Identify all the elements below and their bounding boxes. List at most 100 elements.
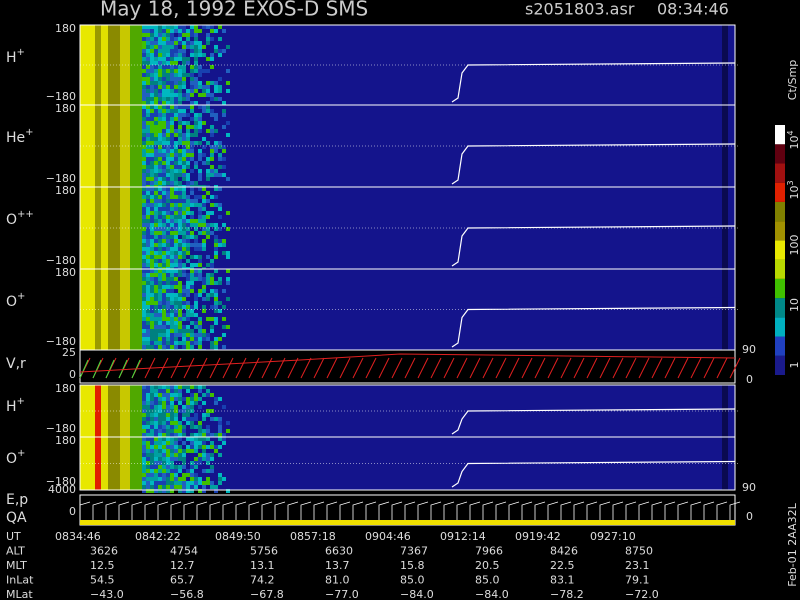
cell (170, 473, 174, 477)
cell (158, 153, 162, 157)
cell: 13.1 (250, 559, 275, 572)
cell (166, 247, 170, 251)
stripe (130, 437, 142, 490)
cell (198, 247, 202, 251)
cell (170, 49, 174, 53)
cell (198, 425, 202, 429)
cell (146, 195, 150, 199)
cell (166, 195, 170, 199)
cell (174, 133, 178, 137)
cell (154, 215, 158, 219)
cell (182, 409, 186, 413)
cell (190, 53, 194, 57)
cell (190, 285, 194, 289)
cell (142, 49, 146, 53)
cell (202, 329, 206, 333)
cell (202, 305, 206, 309)
cell (150, 33, 154, 37)
cell (206, 457, 210, 461)
cell (158, 199, 162, 203)
cell (174, 333, 178, 337)
cell (154, 337, 158, 341)
cell (174, 57, 178, 61)
cell (158, 53, 162, 57)
cell (174, 199, 178, 203)
cell (158, 157, 162, 161)
cell (218, 437, 222, 441)
cell (154, 195, 158, 199)
cell (154, 247, 158, 251)
cell (202, 45, 206, 49)
cell (142, 157, 146, 161)
cell (198, 85, 202, 89)
cell (210, 259, 214, 263)
cell (190, 269, 194, 273)
cell (210, 165, 214, 169)
cell (170, 121, 174, 125)
cell (174, 345, 178, 349)
cell (150, 301, 154, 305)
cell (206, 161, 210, 165)
cell (218, 277, 222, 281)
cell (174, 61, 178, 65)
cell (198, 129, 202, 133)
cell (210, 211, 214, 215)
cell (146, 85, 150, 89)
cell (226, 177, 230, 181)
cell (162, 69, 166, 73)
cell (214, 227, 218, 231)
cell: −67.8 (250, 588, 284, 600)
cell (182, 195, 186, 199)
cell (162, 437, 166, 441)
cell (186, 37, 190, 41)
cell (162, 97, 166, 101)
cell (162, 227, 166, 231)
cell (182, 191, 186, 195)
cell (146, 317, 150, 321)
cell (166, 489, 170, 493)
cell (186, 317, 190, 321)
cell (190, 345, 194, 349)
cell (170, 259, 174, 263)
cell (198, 157, 202, 161)
cell (194, 473, 198, 477)
cell (186, 33, 190, 37)
cell (186, 341, 190, 345)
cell (218, 243, 222, 247)
cell (166, 243, 170, 247)
cell (166, 389, 170, 393)
cell (178, 169, 182, 173)
cell (194, 165, 198, 169)
cell (146, 165, 150, 169)
cell (146, 401, 150, 405)
cell (146, 177, 150, 181)
cell (178, 477, 182, 481)
cell (170, 413, 174, 417)
cell (178, 161, 182, 165)
cell (154, 25, 158, 29)
cell (226, 269, 230, 273)
base: 10 (788, 136, 800, 150)
cell (150, 93, 154, 97)
cell (190, 397, 194, 401)
cell (194, 333, 198, 337)
cell (194, 121, 198, 125)
cell (158, 457, 162, 461)
cell (190, 341, 194, 345)
cell (166, 109, 170, 113)
cell (154, 345, 158, 349)
cell (190, 449, 194, 453)
cell (146, 297, 150, 301)
cell (154, 273, 158, 277)
cell (162, 421, 166, 425)
cell (170, 445, 174, 449)
cell (222, 441, 226, 445)
cell (174, 417, 178, 421)
cell (222, 239, 226, 243)
cell (202, 401, 206, 405)
y-tick-label: 180 (55, 102, 76, 115)
cell (154, 121, 158, 125)
cell (194, 161, 198, 165)
cell (182, 173, 186, 177)
label-base: H (6, 50, 17, 66)
